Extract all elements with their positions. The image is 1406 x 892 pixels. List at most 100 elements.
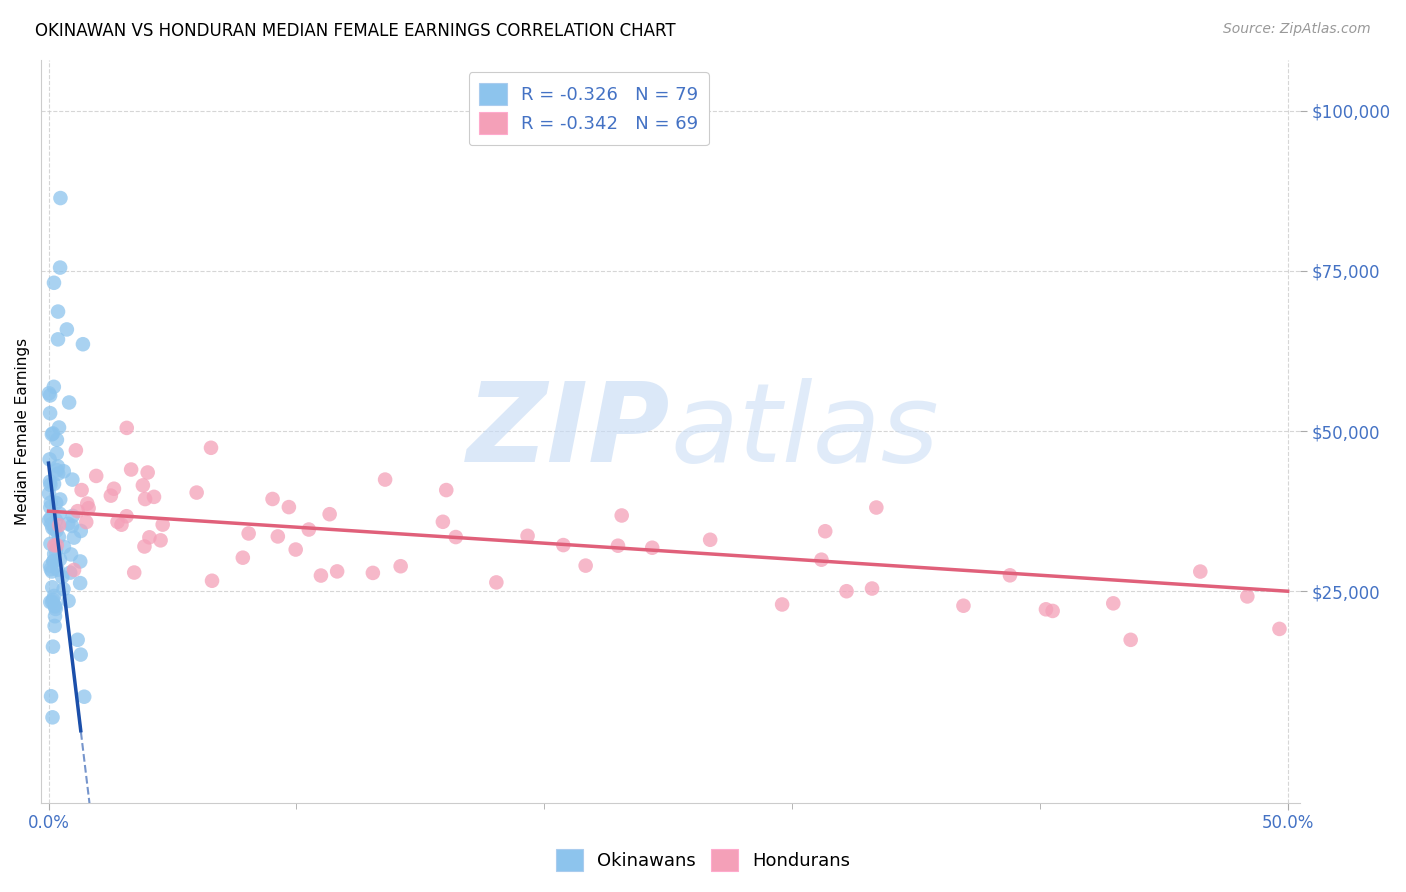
Legend: Okinawans, Hondurans: Okinawans, Hondurans [548, 842, 858, 879]
Point [277, 500, 299, 514]
Point [41, 517, 63, 532]
Point [38, 386, 60, 401]
Point [318, 507, 340, 521]
Point [58, 594, 80, 608]
Point [42, 592, 65, 607]
Point [45, 538, 67, 552]
Point [56, 322, 79, 336]
Point [39, 690, 62, 704]
Point [44, 523, 66, 537]
Point [39, 406, 62, 420]
Point [115, 421, 138, 435]
Point [389, 559, 412, 574]
Point [770, 598, 793, 612]
Point [66, 504, 89, 518]
Point [59, 566, 82, 580]
Point [77, 501, 100, 516]
Point [134, 540, 156, 554]
Point [45, 496, 67, 510]
Point [860, 582, 883, 596]
Point [45, 446, 67, 460]
Point [58, 395, 80, 409]
Point [42, 426, 65, 441]
Point [115, 509, 138, 524]
Point [485, 575, 508, 590]
Point [84, 469, 107, 483]
Point [41, 580, 63, 594]
Point [444, 530, 467, 544]
Point [38, 513, 60, 527]
Point [120, 462, 142, 476]
Point [48, 530, 70, 544]
Point [46, 563, 69, 577]
Point [52, 582, 75, 597]
Point [65, 443, 87, 458]
Point [39, 495, 62, 509]
Point [38, 452, 60, 467]
Point [44, 599, 66, 614]
Point [149, 533, 172, 548]
Point [1189, 565, 1212, 579]
Point [100, 489, 122, 503]
Point [49, 552, 72, 566]
Point [69, 554, 91, 568]
Point [45, 543, 67, 558]
Point [42, 554, 65, 568]
Point [132, 478, 155, 492]
Point [262, 491, 284, 506]
Point [66, 632, 89, 647]
Point [44, 619, 66, 633]
Point [39, 478, 62, 492]
Text: OKINAWAN VS HONDURAN MEDIAN FEMALE EARNINGS CORRELATION CHART: OKINAWAN VS HONDURAN MEDIAN FEMALE EARNI… [35, 22, 676, 40]
Point [103, 482, 125, 496]
Point [41, 710, 63, 724]
Point [44, 599, 66, 613]
Legend: R = -0.326   N = 79, R = -0.342   N = 69: R = -0.326 N = 79, R = -0.342 N = 69 [468, 72, 709, 145]
Point [39, 562, 62, 576]
Point [51, 570, 73, 584]
Point [76, 497, 98, 511]
Point [434, 483, 457, 497]
Point [41, 565, 63, 579]
Point [46, 304, 69, 318]
Point [41, 427, 63, 442]
Point [41, 521, 63, 535]
Point [1042, 604, 1064, 618]
Point [42, 554, 65, 568]
Point [200, 441, 222, 455]
Point [610, 508, 633, 523]
Point [641, 541, 664, 555]
Point [201, 574, 224, 588]
Point [107, 515, 129, 529]
Point [575, 558, 598, 573]
Point [48, 518, 70, 533]
Point [46, 463, 69, 477]
Point [70, 483, 93, 497]
Point [44, 589, 66, 603]
Point [39, 500, 62, 515]
Point [110, 517, 132, 532]
Point [835, 584, 858, 599]
Point [39, 558, 62, 573]
Point [46, 459, 69, 474]
Point [136, 466, 159, 480]
Point [309, 568, 332, 582]
Point [865, 500, 887, 515]
Point [238, 526, 260, 541]
Point [58, 516, 80, 531]
Point [42, 640, 65, 654]
Point [63, 563, 86, 577]
Text: atlas: atlas [671, 377, 939, 484]
Point [62, 508, 84, 523]
Point [52, 540, 75, 554]
Point [63, 531, 86, 545]
Point [41, 595, 63, 609]
Point [45, 513, 67, 527]
Point [60, 473, 83, 487]
Point [44, 609, 66, 624]
Point [45, 433, 67, 447]
Point [46, 332, 69, 346]
Point [152, 517, 174, 532]
Point [1268, 622, 1291, 636]
Point [186, 485, 208, 500]
